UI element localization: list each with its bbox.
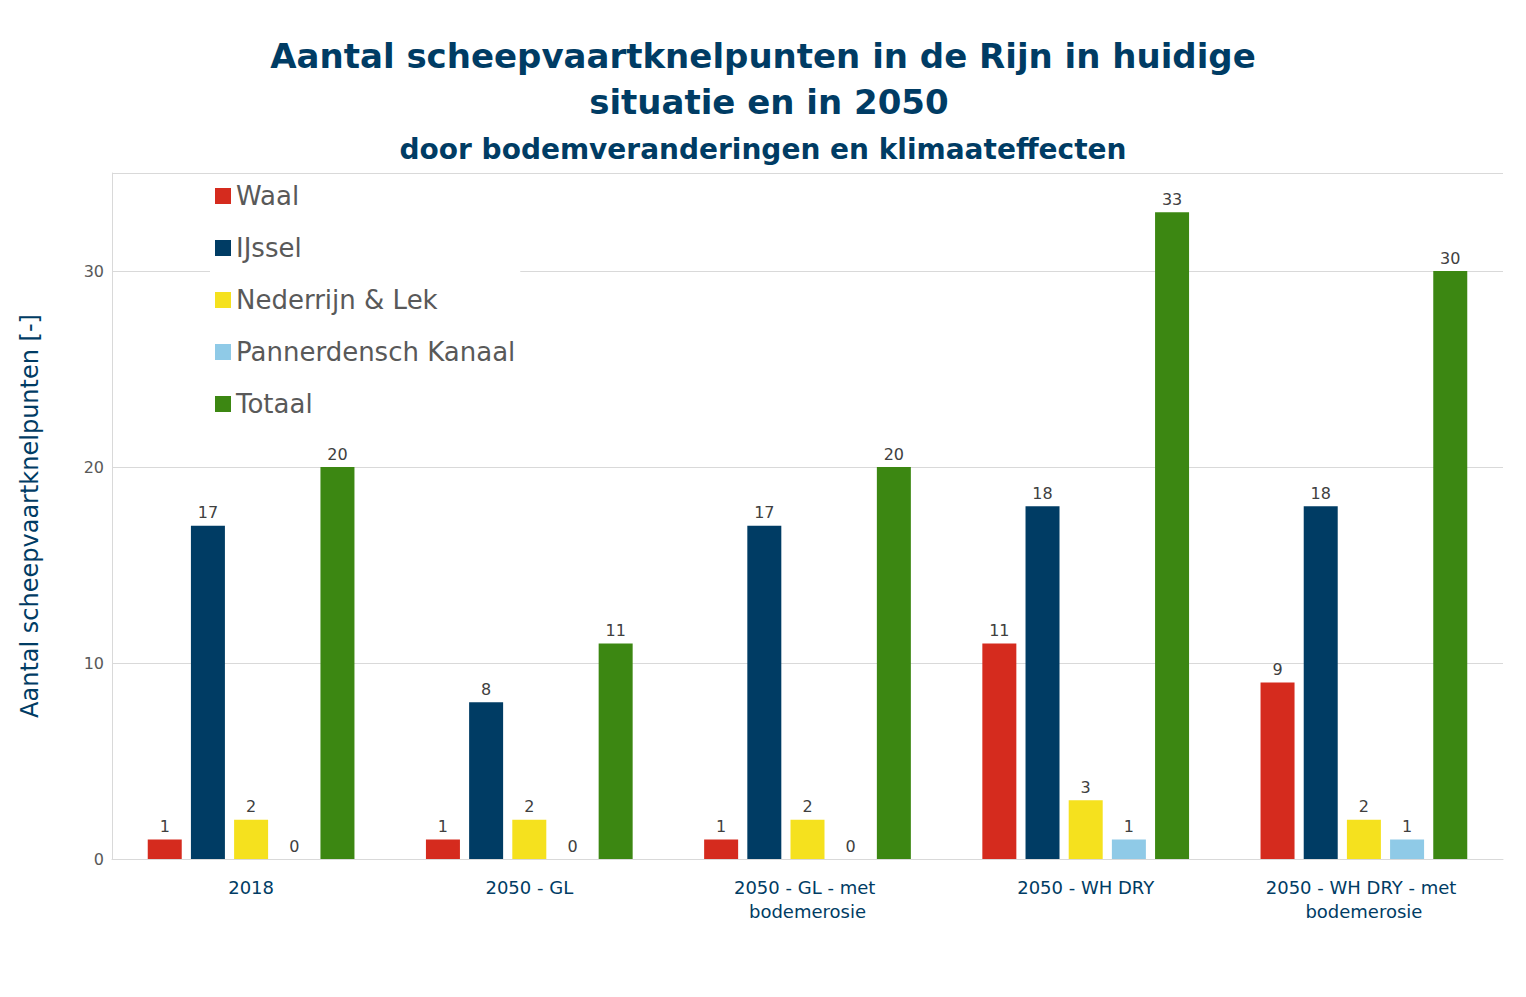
svg-text:2050 - WH DRY - met: 2050 - WH DRY - met [1266, 877, 1462, 898]
svg-text:1: 1 [1124, 817, 1134, 836]
svg-text:1: 1 [716, 817, 726, 836]
svg-text:Totaal: Totaal [235, 389, 313, 419]
svg-text:bodemerosie: bodemerosie [1305, 901, 1422, 922]
svg-text:11: 11 [605, 621, 625, 640]
svg-text:1: 1 [1402, 817, 1412, 836]
svg-text:door bodemveranderingen en kli: door bodemveranderingen en klimaateffect… [400, 133, 1127, 166]
svg-text:Pannerdensch Kanaal: Pannerdensch Kanaal [236, 337, 515, 367]
svg-text:17: 17 [754, 503, 774, 522]
svg-text:8: 8 [481, 680, 491, 699]
svg-text:2: 2 [802, 797, 812, 816]
svg-text:20: 20 [884, 445, 904, 464]
svg-text:2050 - GL - met: 2050 - GL - met [734, 877, 881, 898]
svg-text:bodemerosie: bodemerosie [749, 901, 866, 922]
svg-text:18: 18 [1311, 484, 1331, 503]
svg-text:18: 18 [1032, 484, 1052, 503]
svg-text:20: 20 [327, 445, 347, 464]
svg-text:2: 2 [246, 797, 256, 816]
svg-text:IJssel: IJssel [236, 233, 302, 263]
svg-text:2050 - GL: 2050 - GL [485, 877, 573, 898]
svg-text:0: 0 [94, 850, 104, 869]
svg-text:33: 33 [1162, 190, 1182, 209]
svg-text:situatie en in 2050: situatie en in 2050 [577, 82, 948, 122]
svg-text:2018: 2018 [228, 877, 274, 898]
svg-text:30: 30 [1440, 249, 1460, 268]
svg-text:30: 30 [84, 262, 104, 281]
svg-text:2050 - WH DRY: 2050 - WH DRY [1017, 877, 1155, 898]
svg-text:0: 0 [846, 837, 856, 856]
svg-text:Nederrijn & Lek: Nederrijn & Lek [236, 285, 438, 315]
svg-text:Aantal scheepvaartknelpunten [: Aantal scheepvaartknelpunten [-] [16, 314, 44, 718]
svg-text:0: 0 [567, 837, 577, 856]
svg-text:17: 17 [198, 503, 218, 522]
svg-text:10: 10 [84, 654, 104, 673]
svg-text:2: 2 [1359, 797, 1369, 816]
svg-text:11: 11 [989, 621, 1009, 640]
svg-text:0: 0 [289, 837, 299, 856]
svg-text:3: 3 [1081, 778, 1091, 797]
svg-text:Waal: Waal [236, 181, 299, 211]
svg-text:Aantal scheepvaartknelpunten i: Aantal scheepvaartknelpunten in de Rijn … [270, 36, 1256, 76]
svg-text:1: 1 [160, 817, 170, 836]
svg-text:9: 9 [1272, 660, 1282, 679]
svg-text:2: 2 [524, 797, 534, 816]
svg-text:1: 1 [438, 817, 448, 836]
svg-text:20: 20 [84, 458, 104, 477]
